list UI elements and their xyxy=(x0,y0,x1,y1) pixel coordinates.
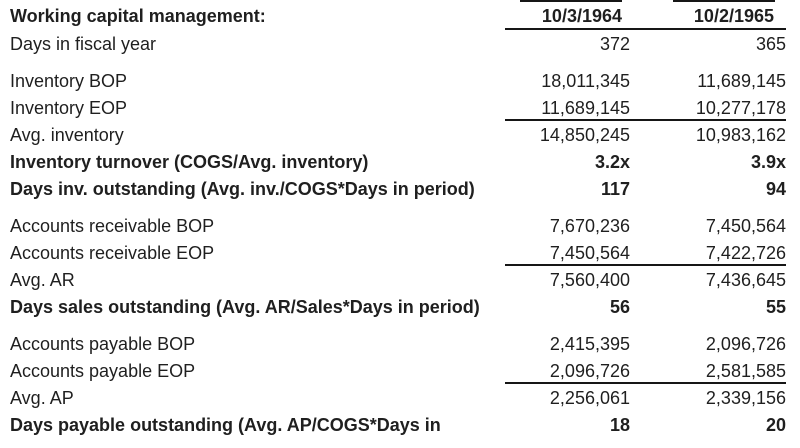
row-avg-ap: Avg. AP 2,256,061 2,339,156 xyxy=(10,386,786,413)
accounts-receivable-section: Accounts receivable BOP 7,670,236 7,450,… xyxy=(10,214,786,322)
row-values: 2,096,726 2,581,585 xyxy=(505,359,786,384)
cell-1964: 372 xyxy=(599,34,630,54)
row-days-sales-outstanding: Days sales outstanding (Avg. AR/Sales*Da… xyxy=(10,295,786,322)
cell-1965: 3.9x xyxy=(750,152,786,172)
row-days-payable-outstanding: Days payable outstanding (Avg. AP/COGS*D… xyxy=(10,413,786,440)
inventory-section: Inventory BOP 18,011,345 11,689,145 Inve… xyxy=(10,69,786,204)
cell-1964: 7,450,564 xyxy=(549,243,630,263)
cell-1964: 18,011,345 xyxy=(541,71,630,91)
cell-1965: 2,096,726 xyxy=(705,334,786,354)
row-label: Avg. AP xyxy=(10,388,74,408)
row-values: 14,850,245 10,983,162 xyxy=(505,123,786,148)
cell-1964: 7,560,400 xyxy=(549,270,630,290)
row-ar-bop: Accounts receivable BOP 7,670,236 7,450,… xyxy=(10,214,786,241)
row-label: Inventory EOP xyxy=(10,98,128,118)
row-values: 18 20 xyxy=(505,413,786,438)
row-values: 3.2x 3.9x xyxy=(505,150,786,175)
row-label: Days payable outstanding (Avg. AP/COGS*D… xyxy=(10,415,441,435)
row-label: Days in fiscal year xyxy=(10,34,157,54)
row-values: 2,256,061 2,339,156 xyxy=(505,386,786,411)
column-header-1965: 10/2/1965 xyxy=(693,6,774,26)
row-label: Accounts receivable BOP xyxy=(10,216,215,236)
cell-1964: 14,850,245 xyxy=(539,125,630,145)
cell-1965: 10,983,162 xyxy=(695,125,786,145)
row-label: Inventory BOP xyxy=(10,71,128,91)
cell-1965: 7,422,726 xyxy=(705,243,786,263)
row-values: 7,450,564 7,422,726 xyxy=(505,241,786,266)
row-inventory-turnover: Inventory turnover (COGS/Avg. inventory)… xyxy=(10,150,786,177)
cell-1965: 94 xyxy=(765,179,786,199)
table-title: Working capital management: xyxy=(10,6,266,26)
row-label: Days inv. outstanding (Avg. inv./COGS*Da… xyxy=(10,179,475,199)
cell-1964: 117 xyxy=(600,179,630,199)
row-label: Accounts payable BOP xyxy=(10,334,196,354)
cell-1964: 3.2x xyxy=(594,152,630,172)
cell-1964: 11,689,145 xyxy=(541,98,630,118)
row-label: Avg. AR xyxy=(10,270,75,290)
cell-1964: 18 xyxy=(609,415,630,435)
row-values: 7,560,400 7,436,645 xyxy=(505,268,786,293)
cell-1965: 10,277,178 xyxy=(695,98,786,118)
row-days-inv-outstanding: Days inv. outstanding (Avg. inv./COGS*Da… xyxy=(10,177,786,204)
row-avg-inventory: Avg. inventory 14,850,245 10,983,162 xyxy=(10,123,786,150)
row-label: Avg. inventory xyxy=(10,125,124,145)
cell-1965: 20 xyxy=(765,415,786,435)
row-ap-eop: Accounts payable EOP 2,096,726 2,581,585 xyxy=(10,359,786,386)
cell-1965: 365 xyxy=(755,34,786,54)
cell-1965: 2,339,156 xyxy=(705,388,786,408)
cell-1965: 7,450,564 xyxy=(705,216,786,236)
accounts-payable-section: Accounts payable BOP 2,415,395 2,096,726… xyxy=(10,332,786,440)
cell-1965: 2,581,585 xyxy=(705,361,786,381)
cell-1964: 2,096,726 xyxy=(549,361,630,381)
cell-1964: 56 xyxy=(609,297,630,317)
row-label: Inventory turnover (COGS/Avg. inventory) xyxy=(10,152,369,172)
header-top-border-left xyxy=(520,0,622,2)
cell-1965: 55 xyxy=(765,297,786,317)
row-values: 372 365 xyxy=(505,32,786,57)
row-ap-bop: Accounts payable BOP 2,415,395 2,096,726 xyxy=(10,332,786,359)
cell-1964: 7,670,236 xyxy=(549,216,630,236)
row-values: 18,011,345 11,689,145 xyxy=(505,69,786,94)
table-header-row: Working capital management: 10/3/1964 10… xyxy=(10,4,786,32)
row-values: 117 94 xyxy=(505,177,786,202)
header-values: 10/3/1964 10/2/1965 xyxy=(505,4,786,30)
row-values: 2,415,395 2,096,726 xyxy=(505,332,786,357)
cell-1964: 2,256,061 xyxy=(549,388,630,408)
row-days-in-fiscal-year: Days in fiscal year 372 365 xyxy=(10,32,786,59)
row-inventory-bop: Inventory BOP 18,011,345 11,689,145 xyxy=(10,69,786,96)
row-label: Accounts payable EOP xyxy=(10,361,196,381)
cell-1965: 11,689,145 xyxy=(697,71,786,91)
row-values: 7,670,236 7,450,564 xyxy=(505,214,786,239)
row-inventory-eop: Inventory EOP 11,689,145 10,277,178 xyxy=(10,96,786,123)
row-values: 11,689,145 10,277,178 xyxy=(505,96,786,121)
cell-1965: 7,436,645 xyxy=(705,270,786,290)
row-avg-ar: Avg. AR 7,560,400 7,436,645 xyxy=(10,268,786,295)
cell-1964: 2,415,395 xyxy=(549,334,630,354)
row-label: Accounts receivable EOP xyxy=(10,243,215,263)
header-top-border-right xyxy=(673,0,775,2)
column-header-1964: 10/3/1964 xyxy=(541,6,622,26)
row-values: 56 55 xyxy=(505,295,786,320)
row-ar-eop: Accounts receivable EOP 7,450,564 7,422,… xyxy=(10,241,786,268)
row-label: Days sales outstanding (Avg. AR/Sales*Da… xyxy=(10,297,480,317)
